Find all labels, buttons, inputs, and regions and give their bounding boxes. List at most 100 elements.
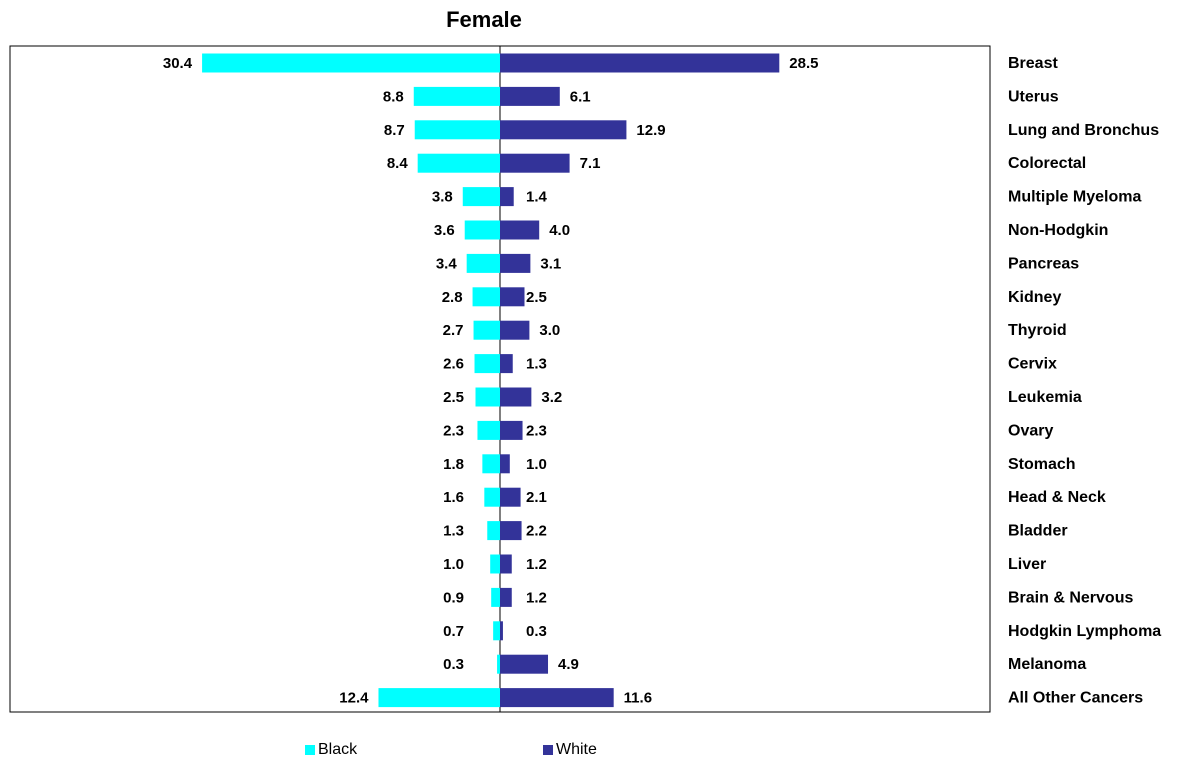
value-label-black-pancreas: 3.4 (436, 255, 458, 272)
category-label-stomach: Stomach (1008, 456, 1076, 473)
bar-black-ovary (477, 420, 500, 440)
category-label-liver: Liver (1008, 556, 1046, 573)
value-label-black-ovary: 2.3 (443, 422, 464, 439)
category-label-cervix: Cervix (1008, 356, 1057, 373)
legend-label-white: White (556, 741, 597, 758)
value-labels-group: 30.4 28.5 8.8 6.1 8.7 12.9 8.4 7.1 3.8 1.4 3.6 4.0 3… (163, 55, 819, 707)
category-label-pancreas: Pancreas (1008, 255, 1079, 272)
bar-black-liver (490, 554, 500, 574)
bar-white-breast (500, 53, 780, 73)
bar-white-liver (500, 554, 512, 574)
bar-white-non-hodgkin (500, 220, 540, 240)
bar-white-thyroid (500, 320, 530, 340)
bar-white-multiple-myeloma (500, 187, 514, 207)
value-label-black-cervix: 2.6 (443, 356, 464, 373)
category-label-colorectal: Colorectal (1008, 155, 1086, 172)
category-label-melanoma: Melanoma (1008, 656, 1086, 673)
value-label-black-melanoma: 0.3 (443, 656, 464, 673)
bar-white-leukemia (500, 387, 532, 407)
value-label-black-stomach: 1.8 (443, 456, 464, 473)
bar-black-kidney (472, 287, 500, 307)
value-label-white-kidney: 2.5 (526, 289, 547, 306)
value-label-white-breast: 28.5 (789, 55, 818, 72)
category-label-ovary: Ovary (1008, 422, 1053, 439)
bar-black-stomach (482, 454, 500, 474)
bar-black-all-other-cancers (378, 688, 500, 708)
bar-white-all-other-cancers (500, 688, 614, 708)
legend-label-black: Black (318, 741, 358, 758)
bar-black-cervix (474, 354, 500, 374)
value-label-white-colorectal: 7.1 (580, 155, 601, 172)
value-label-white-cervix: 1.3 (526, 356, 547, 373)
value-label-black-liver: 1.0 (443, 556, 464, 573)
value-label-black-brain-and-nervous: 0.9 (443, 589, 464, 606)
value-label-black-bladder: 1.3 (443, 523, 464, 540)
bar-white-colorectal (500, 153, 570, 173)
category-label-kidney: Kidney (1008, 289, 1061, 306)
value-label-black-breast: 30.4 (163, 55, 193, 72)
value-label-black-lung-and-bronchus: 8.7 (384, 122, 405, 139)
value-label-black-hodgkin-lymphoma: 0.7 (443, 623, 464, 640)
value-label-white-stomach: 1.0 (526, 456, 547, 473)
bar-white-cervix (500, 354, 513, 374)
bar-black-head-and-neck (484, 487, 500, 507)
bar-white-uterus (500, 86, 560, 106)
bar-black-breast (202, 53, 500, 73)
bars-group (202, 53, 780, 708)
bar-white-head-and-neck (500, 487, 521, 507)
bar-black-pancreas (466, 253, 500, 273)
value-label-white-melanoma: 4.9 (558, 656, 579, 673)
value-label-black-kidney: 2.8 (442, 289, 463, 306)
category-label-non-hodgkin: Non-Hodgkin (1008, 222, 1108, 239)
category-label-lung-and-bronchus: Lung and Bronchus (1008, 122, 1159, 139)
bar-white-melanoma (500, 654, 549, 674)
value-label-white-multiple-myeloma: 1.4 (526, 189, 548, 206)
value-label-white-liver: 1.2 (526, 556, 547, 573)
value-label-white-pancreas: 3.1 (540, 255, 561, 272)
category-label-head-and-neck: Head & Neck (1008, 489, 1106, 506)
bar-black-leukemia (475, 387, 500, 407)
category-label-thyroid: Thyroid (1008, 322, 1067, 339)
value-label-white-non-hodgkin: 4.0 (549, 222, 570, 239)
bar-black-colorectal (417, 153, 500, 173)
value-label-white-brain-and-nervous: 1.2 (526, 589, 547, 606)
bar-white-hodgkin-lymphoma (500, 621, 503, 641)
chart-title: Female (446, 7, 522, 32)
bar-black-thyroid (473, 320, 500, 340)
value-label-black-thyroid: 2.7 (443, 322, 464, 339)
bar-white-ovary (500, 420, 523, 440)
legend-item-black: Black (305, 741, 357, 759)
bar-white-lung-and-bronchus (500, 120, 627, 140)
bar-black-melanoma (497, 654, 500, 674)
category-label-all-other-cancers: All Other Cancers (1008, 690, 1143, 707)
value-label-white-head-and-neck: 2.1 (526, 489, 547, 506)
value-label-white-leukemia: 3.2 (541, 389, 562, 406)
legend-swatch-black (305, 745, 315, 755)
bar-white-kidney (500, 287, 525, 307)
category-labels-group: Breast Uterus Lung and Bronchus Colorectal M… (1008, 55, 1161, 707)
value-label-white-lung-and-bronchus: 12.9 (636, 122, 665, 139)
category-label-bladder: Bladder (1008, 523, 1068, 540)
value-label-white-uterus: 6.1 (570, 88, 591, 105)
value-label-black-head-and-neck: 1.6 (443, 489, 464, 506)
bar-white-pancreas (500, 253, 531, 273)
bar-white-brain-and-nervous (500, 587, 512, 607)
value-label-white-thyroid: 3.0 (539, 322, 560, 339)
value-label-black-colorectal: 8.4 (387, 155, 409, 172)
bar-white-stomach (500, 454, 510, 474)
bar-black-brain-and-nervous (491, 587, 500, 607)
category-label-hodgkin-lymphoma: Hodgkin Lymphoma (1008, 623, 1161, 640)
value-label-black-uterus: 8.8 (383, 88, 404, 105)
category-label-brain-and-nervous: Brain & Nervous (1008, 589, 1133, 606)
bar-black-multiple-myeloma (462, 187, 500, 207)
bar-black-lung-and-bronchus (414, 120, 500, 140)
category-label-uterus: Uterus (1008, 88, 1059, 105)
value-label-white-bladder: 2.2 (526, 523, 547, 540)
category-label-multiple-myeloma: Multiple Myeloma (1008, 189, 1141, 206)
bar-black-hodgkin-lymphoma (493, 621, 500, 641)
bar-black-uterus (413, 86, 500, 106)
category-label-leukemia: Leukemia (1008, 389, 1082, 406)
legend-item-white: White (543, 741, 597, 759)
legend-swatch-white (543, 745, 553, 755)
